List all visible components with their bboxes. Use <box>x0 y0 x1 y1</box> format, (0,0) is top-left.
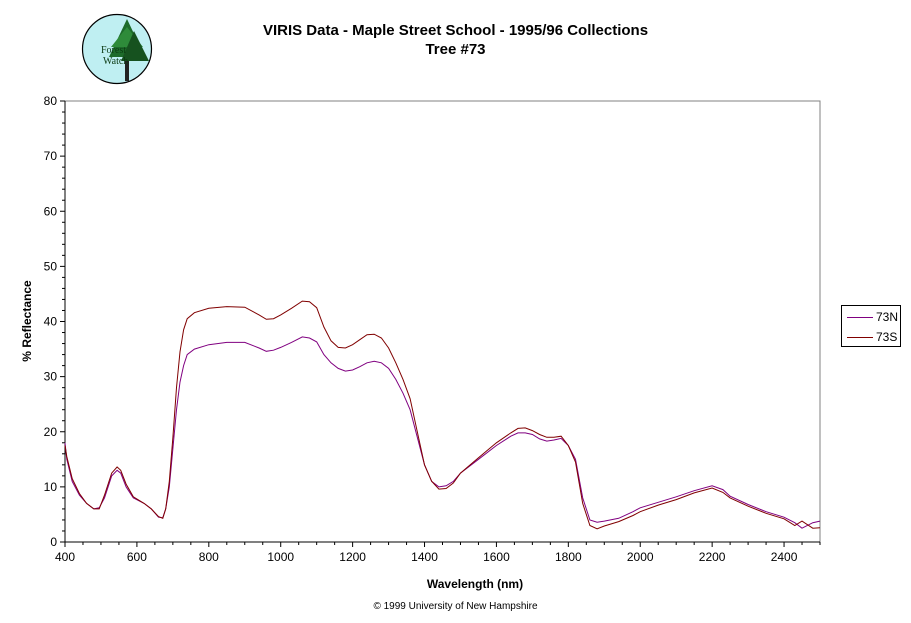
series-line-73s <box>64 300 821 530</box>
y-tick-label: 80 <box>44 94 58 108</box>
forest-watch-logo: Forest Watch <box>81 13 153 85</box>
x-tick-label: 800 <box>199 550 219 564</box>
y-tick-label: 40 <box>44 315 58 329</box>
y-axis: 0 10 20 30 40 50 60 70 80 <box>44 94 66 549</box>
y-tick-label: 30 <box>44 370 58 384</box>
chart-title: VIRIS Data - Maple Street School - 1995/… <box>262 22 649 39</box>
y-tick-label: 10 <box>44 480 58 494</box>
x-axis-label: Wavelength (nm) <box>427 577 523 591</box>
y-tick-label: 60 <box>44 204 58 218</box>
y-tick-label: 50 <box>44 259 58 273</box>
x-tick-label: 1800 <box>555 550 582 564</box>
x-axis: 400 600 800 1000 1200 1400 1600 1800 2000 2200 240… <box>55 541 821 564</box>
y-tick-label: 20 <box>44 425 58 439</box>
x-tick-label: 1600 <box>483 550 510 564</box>
copyright: © 1999 University of New Hampshire <box>373 601 538 612</box>
logo-line2: Watch <box>103 56 128 67</box>
chart-subtitle: Tree #73 <box>425 41 486 58</box>
x-tick-label: 400 <box>55 550 75 564</box>
legend: 73N 73S <box>841 305 901 347</box>
legend-label-73s: 73S <box>876 330 898 344</box>
y-tick-label: 0 <box>50 535 57 549</box>
x-tick-label: 2400 <box>771 550 798 564</box>
legend-item-73n: 73N <box>845 309 899 325</box>
x-tick-label: 1000 <box>267 550 294 564</box>
x-tick-label: 1200 <box>339 550 366 564</box>
legend-swatch-73n <box>847 317 873 318</box>
logo-line1: Forest <box>101 45 126 56</box>
x-tick-label: 2200 <box>699 550 726 564</box>
series-lines <box>64 300 821 530</box>
legend-swatch-73s <box>847 337 873 338</box>
legend-label-73n: 73N <box>876 310 899 324</box>
x-tick-label: 1400 <box>411 550 438 564</box>
plot-area <box>64 100 821 543</box>
y-axis-label: % Reflectance <box>20 280 34 362</box>
legend-item-73s: 73S <box>845 329 899 345</box>
y-tick-label: 70 <box>44 149 58 163</box>
x-tick-label: 600 <box>127 550 147 564</box>
x-tick-label: 2000 <box>627 550 654 564</box>
